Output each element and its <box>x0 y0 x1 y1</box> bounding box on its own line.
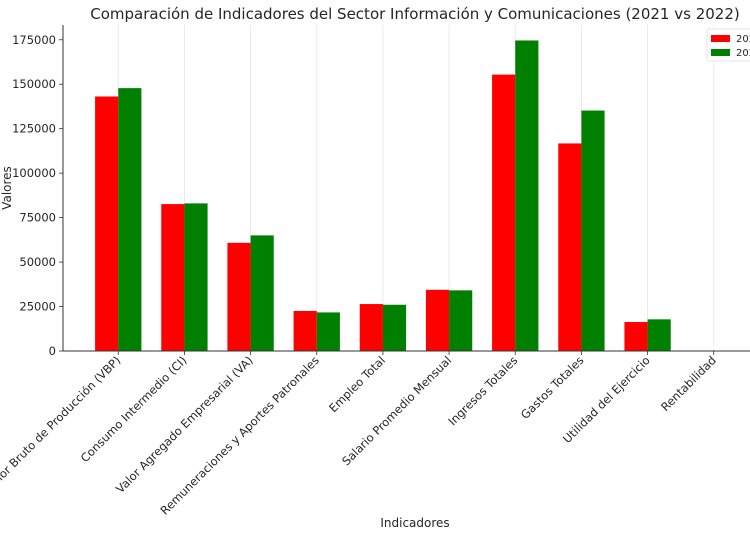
y-tick-label: 125000 <box>12 122 56 136</box>
legend-swatch <box>711 35 730 42</box>
bar-2022 <box>647 319 671 351</box>
x-tick-label: Valor Bruto de Producción (VBP) <box>0 353 123 493</box>
y-tick-label: 50000 <box>19 255 56 269</box>
x-tick-label: Ingresos Totales <box>445 353 520 428</box>
bar-2021 <box>161 204 185 351</box>
chart-title: Comparación de Indicadores del Sector In… <box>90 5 739 23</box>
bar-2022 <box>382 304 407 351</box>
y-axis-label: Valores <box>0 166 14 210</box>
bar-2022 <box>515 40 539 352</box>
bar-2022 <box>184 203 208 351</box>
y-tick-label: 175000 <box>12 33 56 47</box>
bar-2021 <box>624 322 648 351</box>
bar-2022 <box>581 110 605 351</box>
bar-2021 <box>425 289 450 351</box>
x-tick-label: Empleo Total <box>326 353 388 415</box>
x-tick-label: Valor Agregado Empresarial (VA) <box>113 353 256 496</box>
bar-2021 <box>293 310 317 351</box>
y-tick-label: 0 <box>49 344 56 358</box>
y-tick-label: 100000 <box>12 166 56 180</box>
x-tick-label: Rentabilidad <box>658 353 719 414</box>
y-tick-label: 150000 <box>12 77 56 91</box>
x-tick-label: Salario Promedio Mensual <box>339 353 454 468</box>
bar-2021 <box>95 96 119 351</box>
legend-label: 2021 <box>736 34 750 45</box>
x-axis-label: Indicadores <box>380 516 449 530</box>
bar-2022 <box>250 235 274 351</box>
bar-2022 <box>316 312 340 351</box>
y-tick-label: 25000 <box>19 300 56 314</box>
bar-2021 <box>558 143 582 351</box>
bar-2022 <box>449 290 473 351</box>
bar-2021 <box>359 304 383 351</box>
bar-2022 <box>118 88 142 351</box>
legend: 2021 2022 <box>706 28 750 62</box>
y-tick-label: 75000 <box>19 211 56 225</box>
x-tick-label: Gastos Totales <box>518 353 587 422</box>
bar-2021 <box>227 242 251 351</box>
bar-2021 <box>492 74 516 351</box>
x-tick-label: Consumo Intermedio (CI) <box>78 353 190 465</box>
legend-label: 2022 <box>736 48 750 59</box>
legend-swatch <box>711 49 730 56</box>
